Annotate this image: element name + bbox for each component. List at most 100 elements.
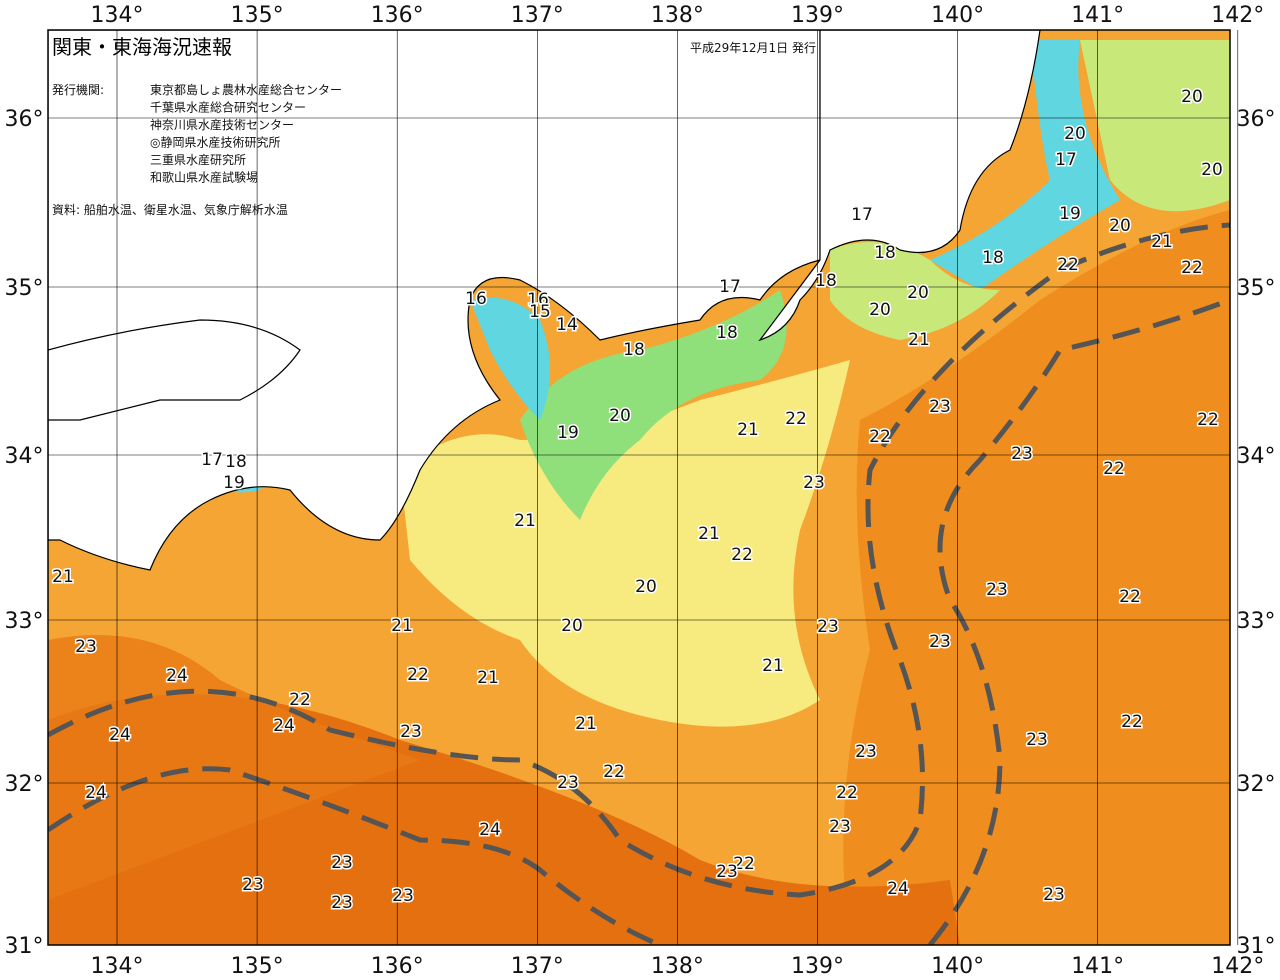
contour-label: 20	[907, 283, 929, 303]
graticule	[47, 29, 1239, 946]
lon-label: 135°	[231, 954, 284, 979]
contour-label: 24	[479, 820, 501, 840]
contour-label: 23	[716, 862, 738, 882]
contour-label: 16	[527, 290, 549, 310]
contour-label: 23	[331, 853, 353, 873]
issuer: 東京都島しょ農林水産総合センター	[150, 82, 342, 97]
lat-label: 31°	[5, 934, 44, 959]
source: 資料: 船舶水温、衛星水温、気象庁解析水温	[52, 202, 288, 217]
contour-label: 20	[561, 616, 583, 636]
contour-label: 22	[836, 783, 858, 803]
contour-label: 22	[1197, 410, 1219, 430]
contour-label: 20	[609, 406, 631, 426]
contour-label: 20	[1064, 124, 1086, 144]
lon-label: 141°	[1071, 954, 1124, 979]
contour-label: 23	[986, 580, 1008, 600]
contour-label: 23	[929, 632, 951, 652]
contour-label: 19	[557, 423, 579, 443]
issuer: 千葉県水産総合研究センター	[150, 100, 306, 115]
lon-label: 137°	[511, 3, 564, 28]
contour-label: 24	[109, 725, 131, 745]
contour-label: 22	[603, 762, 625, 782]
issuer: ◎静岡県水産技術研究所	[150, 135, 280, 150]
contour-label: 17	[201, 450, 223, 470]
header: 関東・東海海況速報 平成29年12月1日 発行 発行機関: 資料: 船舶水温、衛…	[52, 35, 816, 217]
issuer-label: 発行機関:	[52, 82, 104, 97]
issuer: 和歌山県水産試験場	[150, 170, 258, 185]
contour-label: 22	[869, 427, 891, 447]
lon-label: 141°	[1071, 3, 1124, 28]
contour-label: 22	[1057, 255, 1079, 275]
contour-label: 23	[855, 742, 877, 762]
lat-label: 35°	[1237, 276, 1276, 301]
contour-label: 20	[1181, 87, 1203, 107]
lon-label: 140°	[931, 954, 984, 979]
lon-label: 139°	[791, 3, 844, 28]
contour-label: 16	[465, 289, 487, 309]
contour-label: 21	[1151, 232, 1173, 252]
lat-label: 36°	[1237, 107, 1276, 132]
contour-label: 22	[733, 854, 755, 874]
contour-label: 22	[289, 690, 311, 710]
lat-label: 35°	[5, 276, 44, 301]
contour-label: 23	[817, 617, 839, 637]
contour-label: 17	[719, 277, 741, 297]
lat-label: 34°	[1237, 444, 1276, 469]
contour-label: 22	[785, 409, 807, 429]
contour-label: 20	[869, 300, 891, 320]
contour-label: 15	[529, 302, 551, 322]
contour-label: 24	[273, 716, 295, 736]
contour-label: 22	[407, 665, 429, 685]
contour-label: 22	[731, 545, 753, 565]
contour-label: 21	[737, 420, 759, 440]
lon-label: 137°	[511, 954, 564, 979]
contour-label: 21	[575, 714, 597, 734]
sea-temperature	[48, 30, 1230, 945]
contour-label: 21	[52, 567, 74, 587]
lat-label: 33°	[1237, 609, 1276, 634]
lon-label: 136°	[371, 3, 424, 28]
contour-label: 22	[1181, 258, 1203, 278]
contour-label: 21	[514, 511, 536, 531]
lat-label: 33°	[5, 609, 44, 634]
contour-label: 23	[803, 473, 825, 493]
contour-label: 14	[556, 315, 578, 335]
lat-label: 32°	[5, 772, 44, 797]
contour-label: 18	[815, 271, 837, 291]
contour-label: 22	[1119, 587, 1141, 607]
contour-label: 24	[166, 666, 188, 686]
lon-label: 138°	[651, 954, 704, 979]
lat-label: 36°	[5, 107, 44, 132]
contour-label: 23	[829, 817, 851, 837]
contour-label: 18	[716, 323, 738, 343]
lon-label: 140°	[931, 3, 984, 28]
contour-label: 20	[635, 577, 657, 597]
lon-label: 139°	[791, 954, 844, 979]
contour-label: 20	[1201, 160, 1223, 180]
contour-label: 23	[1026, 730, 1048, 750]
lon-label: 142°	[1211, 3, 1264, 28]
contour-label: 21	[477, 668, 499, 688]
contour-label: 22	[1121, 712, 1143, 732]
contour-label: 18	[982, 248, 1004, 268]
contour-label: 23	[1011, 444, 1033, 464]
issuer: 三重県水産研究所	[150, 152, 246, 167]
contour-label: 18	[874, 243, 896, 263]
contour-label: 23	[400, 722, 422, 742]
lon-label: 134°	[91, 954, 144, 979]
contour-label: 21	[698, 524, 720, 544]
contour-label: 21	[762, 656, 784, 676]
contour-label: 23	[242, 875, 264, 895]
contour-label: 24	[85, 783, 107, 803]
contour-label: 18	[225, 452, 247, 472]
contour-label: 23	[331, 893, 353, 913]
lon-label: 142°	[1211, 954, 1264, 979]
date: 平成29年12月1日 発行	[690, 41, 816, 55]
issuer: 神奈川県水産技術センター	[150, 117, 294, 132]
contour-label: 19	[223, 473, 245, 493]
lat-label: 31°	[1237, 934, 1276, 959]
contour-label: 20	[1109, 216, 1131, 236]
contour-label: 23	[75, 637, 97, 657]
title: 関東・東海海況速報	[52, 35, 232, 59]
